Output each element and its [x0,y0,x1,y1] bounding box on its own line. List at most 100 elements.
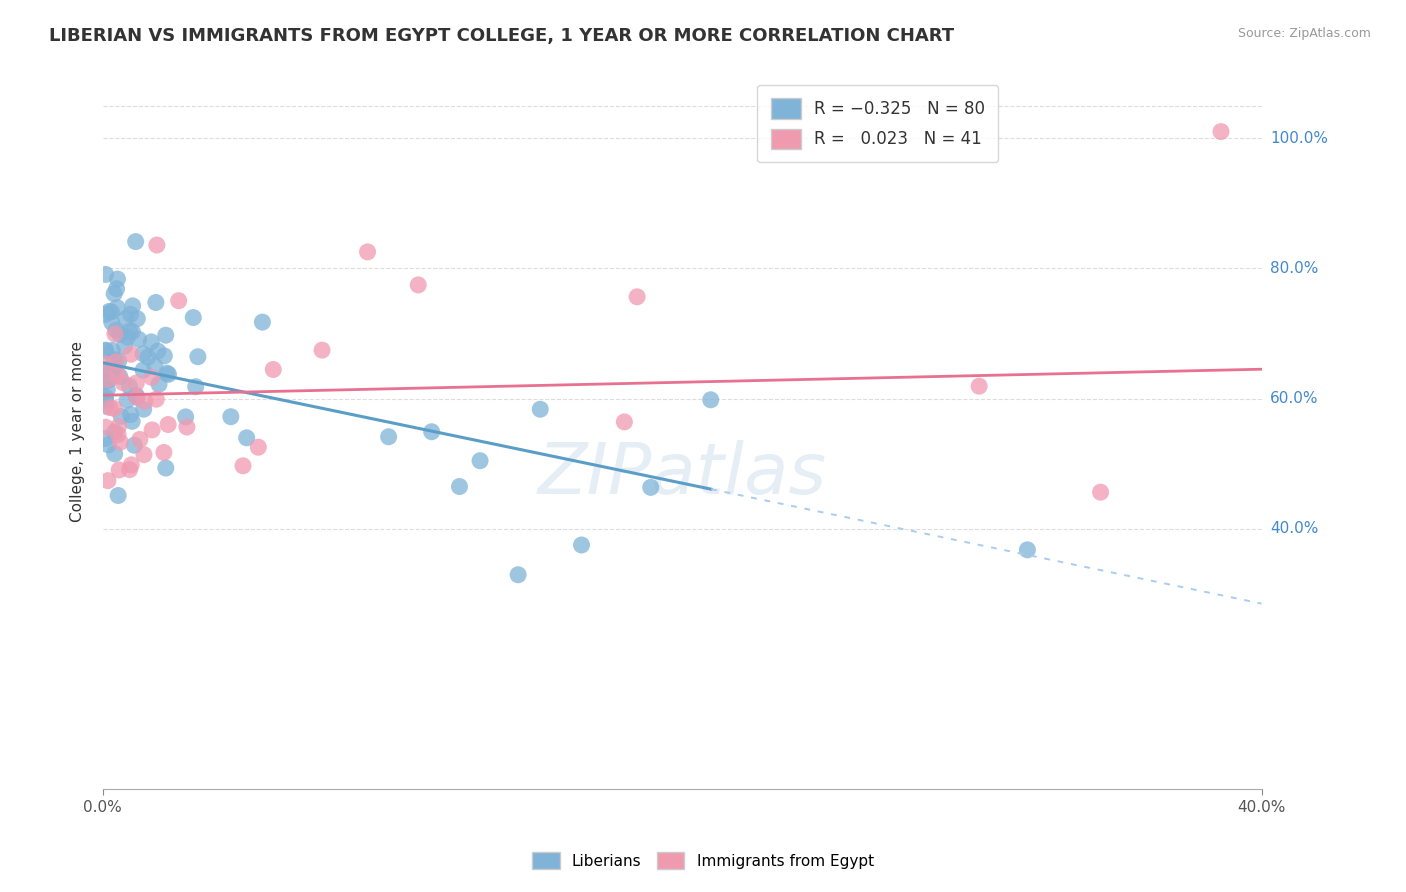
Point [699,392,721,407]
Point [103,401,125,416]
Point [118,379,141,393]
Point [406,277,429,292]
Point [114,339,136,353]
Point [529,402,551,417]
Text: College, 1 year or more: College, 1 year or more [70,341,84,522]
Text: 80.0%: 80.0% [1270,260,1319,276]
Point [127,311,149,326]
Point [104,447,127,461]
Point [100,305,122,319]
Point [104,425,127,439]
Point [141,334,163,349]
Point [115,393,138,408]
Point [626,290,648,304]
Point [141,423,163,437]
Point [120,458,142,472]
Point [103,352,125,367]
Point [125,390,148,404]
Point [107,368,129,382]
Point [468,453,491,467]
Point [153,349,176,363]
Point [120,307,142,321]
Point [110,435,132,450]
Point [122,438,145,452]
Point [101,316,124,330]
Point [377,430,399,444]
Point [146,344,169,359]
Point [155,328,177,343]
Point [98,304,121,318]
Point [98,372,121,386]
Text: 40.0%: 40.0% [1270,521,1319,536]
Point [94,357,117,371]
Point [117,330,139,344]
Point [121,414,143,428]
Point [134,394,156,409]
Point [167,293,190,308]
Point [124,235,146,249]
Point [262,362,284,376]
Point [356,244,378,259]
Point [107,272,129,286]
Point [107,354,129,368]
Point [449,479,471,493]
Point [104,326,127,341]
Point [103,286,125,301]
Point [107,419,129,434]
Point [121,325,143,339]
Point [148,377,170,392]
Point [125,388,148,402]
Point [112,376,135,390]
Point [125,390,148,404]
Point [94,343,117,358]
Point [311,343,333,358]
Point [640,480,662,494]
Point [107,489,129,503]
Point [141,370,163,384]
Point [94,393,117,408]
Point [94,432,117,446]
Text: 100.0%: 100.0% [1270,130,1329,145]
Point [110,409,132,424]
Point [94,344,117,359]
Point [128,332,150,346]
Point [187,350,209,364]
Point [571,538,593,552]
Point [145,295,167,310]
Point [103,361,125,376]
Point [184,380,207,394]
Point [153,445,176,459]
Point [94,399,117,413]
Point [145,392,167,407]
Point [235,431,257,445]
Point [613,415,636,429]
Point [156,366,179,380]
Point [125,376,148,390]
Text: ZIPatlas: ZIPatlas [537,440,827,508]
Point [420,425,443,439]
Point [94,268,117,282]
Point [146,238,169,252]
Point [1090,485,1112,500]
Point [132,402,155,417]
Legend: R = −0.325   N = 80, R =   0.023   N = 41: R = −0.325 N = 80, R = 0.023 N = 41 [758,85,998,162]
Point [132,448,155,462]
Text: Source: ZipAtlas.com: Source: ZipAtlas.com [1237,27,1371,40]
Point [97,474,120,488]
Point [232,458,254,473]
Point [108,463,131,477]
Point [247,440,270,454]
Point [107,427,129,442]
Point [174,409,197,424]
Point [219,409,242,424]
Point [97,372,120,386]
Point [128,433,150,447]
Point [108,369,131,384]
Point [1017,542,1039,557]
Point [96,362,118,376]
Point [508,567,530,582]
Point [120,408,142,422]
Point [252,315,274,329]
Point [132,363,155,377]
Point [118,324,141,338]
